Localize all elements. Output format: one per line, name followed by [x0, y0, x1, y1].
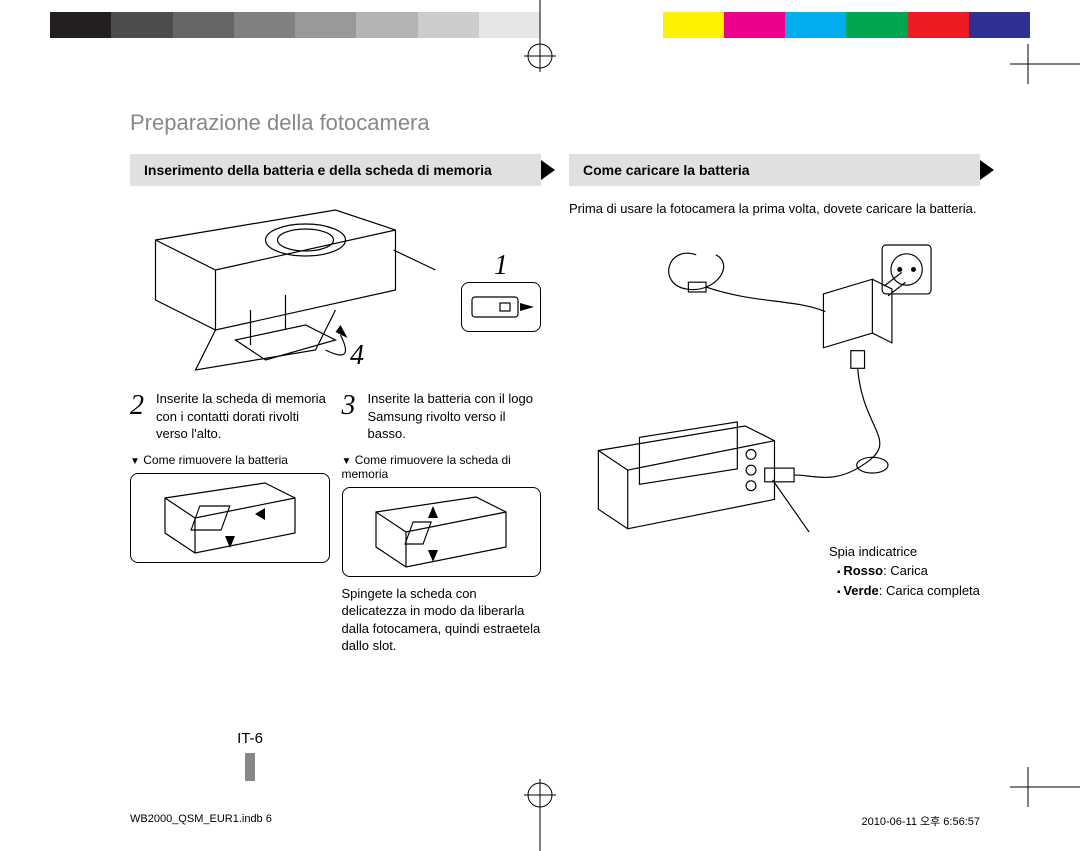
step-2-text: Inserite la scheda di memoria con i cont…: [156, 390, 330, 443]
indicator-green: Verde: Carica completa: [837, 581, 980, 601]
registration-mark-right-bottom: [1010, 767, 1080, 807]
push-card-text: Spingete la scheda con delicatezza in mo…: [342, 585, 542, 655]
remove-card-label: Come rimuovere la scheda di memoria: [342, 453, 511, 481]
remove-battery-label: Come rimuovere la batteria: [143, 453, 288, 467]
footer-timestamp: 2010-06-11 오후 6:56:57: [861, 813, 980, 829]
remove-battery-illustration: [130, 473, 330, 563]
step-3-number: 3: [342, 390, 356, 443]
page-number: IT-6: [230, 730, 270, 781]
section-header-insert: Inserimento della batteria e della sched…: [130, 154, 541, 186]
remove-card-illustration: [342, 487, 542, 577]
remove-card-caption: ▼ Come rimuovere la scheda di memoria: [342, 453, 542, 481]
step-1-inset: [461, 282, 541, 332]
print-footer: WB2000_QSM_EUR1.indb 6 2010-06-11 오후 6:5…: [130, 813, 980, 829]
page-title: Preparazione della fotocamera: [130, 110, 980, 136]
section-header-charge: Come caricare la batteria: [569, 154, 980, 186]
registration-mark-right-top: [1010, 44, 1080, 84]
right-column: Come caricare la batteria Prima di usare…: [569, 154, 980, 655]
step-4-number: 4: [350, 340, 364, 372]
step-3-text: Inserite la batteria con il logo Samsung…: [368, 390, 542, 443]
step-1-number: 1: [461, 250, 541, 282]
camera-insert-illustration: 1 4: [130, 200, 541, 380]
charge-intro-text: Prima di usare la fotocamera la prima vo…: [569, 200, 980, 218]
indicator-red: Rosso: Carica: [837, 561, 980, 581]
registration-mark-top: [510, 0, 570, 74]
indicator-block: Spia indicatrice Rosso: Carica Verde: Ca…: [829, 542, 980, 601]
left-column: Inserimento della batteria e della sched…: [130, 154, 541, 655]
remove-battery-caption: ▼ Come rimuovere la batteria: [130, 453, 330, 467]
charging-illustration: Spia indicatrice Rosso: Carica Verde: Ca…: [569, 232, 980, 562]
step-2-number: 2: [130, 390, 144, 443]
indicator-title: Spia indicatrice: [829, 542, 980, 562]
page-content: Preparazione della fotocamera Inseriment…: [130, 110, 980, 781]
footer-filename: WB2000_QSM_EUR1.indb 6: [130, 813, 272, 829]
